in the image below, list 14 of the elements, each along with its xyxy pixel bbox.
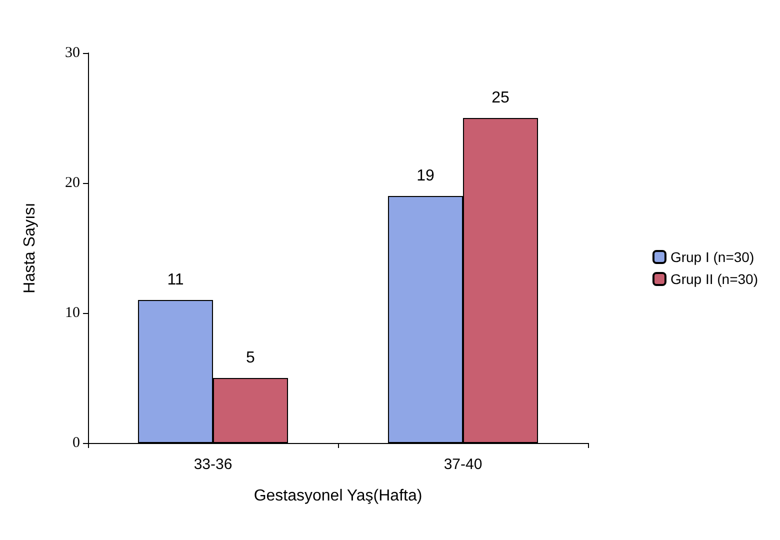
legend-label: Grup II (n=30) xyxy=(670,271,758,287)
data-label: 25 xyxy=(492,90,510,106)
y-tick-label: 30 xyxy=(65,45,80,61)
x-tick-label: 33-36 xyxy=(194,456,232,473)
x-axis-title: Gestasyonel Yaş(Hafta) xyxy=(254,488,422,504)
y-axis-title: Hasta Sayısı xyxy=(22,202,38,294)
data-label: 11 xyxy=(167,272,184,288)
legend-label: Grup I (n=30) xyxy=(670,249,754,265)
data-label: 5 xyxy=(246,350,256,366)
x-tick-label: 37-40 xyxy=(444,456,482,473)
y-tick-label: 20 xyxy=(65,175,80,191)
data-label: 19 xyxy=(416,168,434,184)
y-tick-label: 10 xyxy=(65,305,80,321)
y-tick-label: 0 xyxy=(72,435,80,451)
